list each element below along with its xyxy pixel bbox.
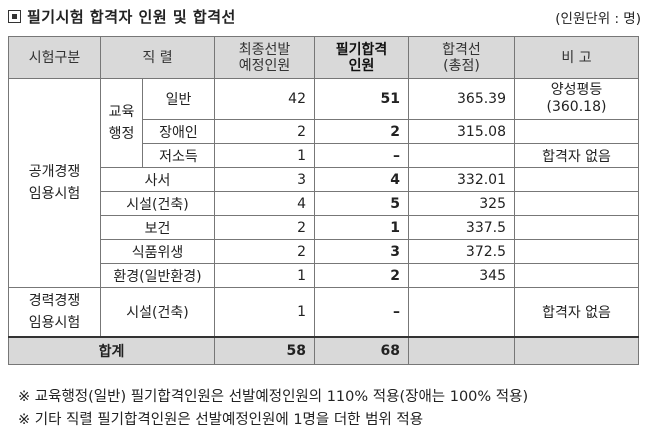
row-planned: 4 <box>214 191 315 216</box>
row-cutoff: 325 <box>408 191 515 216</box>
header-cutoff: 합격선 (총점) <box>408 36 515 79</box>
table-row: 시설(건축) 4 5 325 <box>9 191 639 216</box>
header-note: 비 고 <box>514 36 639 79</box>
row-cutoff: 315.08 <box>408 119 515 144</box>
footnotes: ※ 교육행정(일반) 필기합격인원은 선발예정인원의 110% 적용(장애는 1… <box>18 386 528 432</box>
row-note-line2: (360.18) <box>546 99 607 115</box>
header-category: 시험구분 <box>8 36 101 79</box>
group-edu-line1: 교육 <box>108 104 135 120</box>
row-planned: 1 <box>214 287 315 338</box>
header-planned-line1: 최종선발 <box>238 41 291 58</box>
row-cutoff: 365.39 <box>408 78 515 120</box>
row-cutoff: 345 <box>408 263 515 288</box>
unit-note: (인원단위 : 명) <box>555 11 641 27</box>
row-name: 장애인 <box>142 119 215 144</box>
row-planned: 1 <box>214 263 315 288</box>
row-name: 환경(일반환경) <box>100 263 215 288</box>
row-name: 식품위생 <box>100 239 215 264</box>
group-career-line2: 임용시험 <box>28 315 81 331</box>
page-title: 필기시험 합격자 인원 및 합격선 <box>8 6 236 27</box>
row-passed: 2 <box>314 119 409 144</box>
header-planned-line2: 예정인원 <box>238 57 291 74</box>
row-note <box>514 263 639 288</box>
footnote: ※ 교육행정(일반) 필기합격인원은 선발예정인원의 110% 적용(장애는 1… <box>18 389 529 405</box>
row-name: 보건 <box>100 215 215 240</box>
row-note: 합격자 없음 <box>514 143 639 168</box>
row-name: 일반 <box>142 78 215 120</box>
row-passed: 2 <box>314 263 409 288</box>
group-career-line1: 경력경쟁 <box>28 293 81 309</box>
row-cutoff: 372.5 <box>408 239 515 264</box>
row-name: 시설(건축) <box>100 287 215 338</box>
page-title-text: 필기시험 합격자 인원 및 합격선 <box>27 8 236 26</box>
row-cutoff: 332.01 <box>408 167 515 192</box>
page-header: 필기시험 합격자 인원 및 합격선 (인원단위 : 명) <box>8 4 645 28</box>
row-planned: 1 <box>214 143 315 168</box>
row-note <box>514 191 639 216</box>
row-note <box>514 215 639 240</box>
header-row: 시험구분 직 렬 최종선발 예정인원 필기합격 인원 합격선 (총점) 비 고 <box>8 36 639 79</box>
group-edu-line2: 행정 <box>108 126 135 142</box>
row-planned: 2 <box>214 239 315 264</box>
total-planned: 58 <box>214 336 315 365</box>
row-passed: – <box>314 287 409 338</box>
row-planned: 3 <box>214 167 315 192</box>
row-note: 양성평등 (360.18) <box>514 78 639 120</box>
table-row: 저소득 1 – 합격자 없음 <box>9 143 639 168</box>
row-name: 저소득 <box>142 143 215 168</box>
row-name: 시설(건축) <box>100 191 215 216</box>
square-bullet-icon <box>8 10 21 23</box>
table-row: 장애인 2 2 315.08 <box>9 119 639 144</box>
row-note: 합격자 없음 <box>514 287 639 338</box>
header-planned: 최종선발 예정인원 <box>214 36 315 79</box>
header-cutoff-line2: (총점) <box>443 57 480 74</box>
row-passed: 3 <box>314 239 409 264</box>
row-name: 사서 <box>100 167 215 192</box>
header-passed: 필기합격 인원 <box>314 36 409 79</box>
row-passed: – <box>314 143 409 168</box>
total-cutoff <box>408 336 515 365</box>
total-passed: 68 <box>314 336 409 365</box>
row-cutoff <box>408 143 515 168</box>
row-planned: 2 <box>214 215 315 240</box>
row-note <box>514 119 639 144</box>
results-table: 시험구분 직 렬 최종선발 예정인원 필기합격 인원 합격선 (총점) 비 고 공개경… <box>8 36 639 365</box>
total-row: 합계 58 68 <box>8 336 639 365</box>
row-passed: 51 <box>314 78 409 120</box>
row-note <box>514 167 639 192</box>
table-row: 사서 3 4 332.01 <box>9 167 639 192</box>
group-public-line1: 공개경쟁 <box>28 164 81 180</box>
table-row: 공개경쟁 임용시험 교육 행정 일반 42 51 365.39 양성평등 (360.1… <box>8 78 639 288</box>
table-row: 식품위생 2 3 372.5 <box>9 239 639 264</box>
group-public-line2: 임용시험 <box>28 186 81 202</box>
header-passed-line2: 인원 <box>348 57 375 74</box>
row-note <box>514 239 639 264</box>
table-row: 보건 2 1 337.5 <box>9 215 639 240</box>
row-passed: 4 <box>314 167 409 192</box>
row-planned: 2 <box>214 119 315 144</box>
table-row: 환경(일반환경) 1 2 345 <box>9 263 639 288</box>
row-cutoff: 337.5 <box>408 215 515 240</box>
row-passed: 5 <box>314 191 409 216</box>
header-passed-line1: 필기합격 <box>335 41 388 58</box>
row-cutoff <box>408 287 515 338</box>
header-position: 직 렬 <box>100 36 215 79</box>
row-planned: 42 <box>214 78 315 120</box>
row-passed: 1 <box>314 215 409 240</box>
row-note-line1: 양성평등 <box>550 82 603 98</box>
total-label: 합계 <box>8 336 215 365</box>
footnote: ※ 기타 직렬 필기합격인원은 선발예정인원에 1명을 더한 범위 적용 <box>18 412 424 428</box>
total-note <box>514 336 639 365</box>
header-cutoff-line1: 합격선 <box>442 41 481 58</box>
